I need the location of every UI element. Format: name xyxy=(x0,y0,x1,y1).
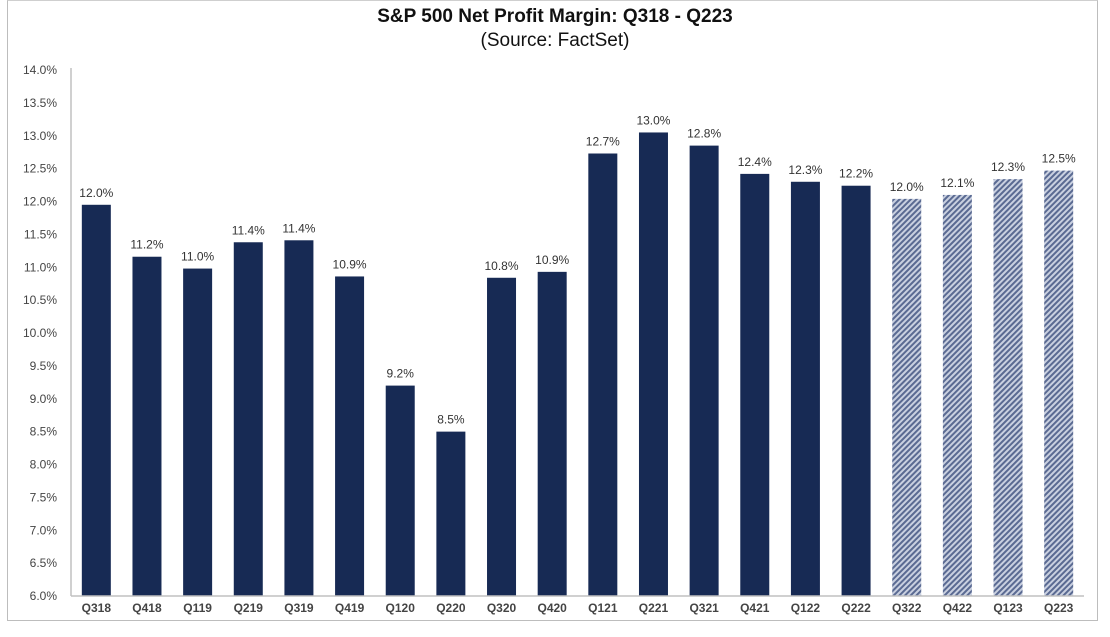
data-label: 12.3% xyxy=(788,163,822,177)
x-tick-label: Q418 xyxy=(132,601,162,615)
y-tick-label: 8.0% xyxy=(30,458,58,472)
bar-estimate xyxy=(892,198,922,596)
x-tick-label: Q321 xyxy=(689,601,719,615)
bar-estimate xyxy=(993,179,1023,596)
x-tick-label: Q421 xyxy=(740,601,770,615)
y-tick-label: 11.0% xyxy=(24,260,57,274)
chart-subtitle: (Source: FactSet) xyxy=(480,30,630,51)
x-tick-label: Q119 xyxy=(183,601,212,615)
data-label: 12.8% xyxy=(687,127,721,141)
x-tick-label: Q322 xyxy=(892,601,922,615)
y-tick-label: 10.5% xyxy=(23,293,57,307)
x-tick-label: Q123 xyxy=(993,601,1023,615)
x-tick-label: Q319 xyxy=(284,601,314,615)
bar xyxy=(638,132,668,596)
x-tick-label: Q219 xyxy=(234,601,264,615)
x-tick-label: Q222 xyxy=(841,601,871,615)
data-label: 11.0% xyxy=(181,250,214,264)
bar xyxy=(436,431,466,596)
data-label: 12.5% xyxy=(1042,152,1076,166)
y-tick-label: 8.5% xyxy=(30,425,58,439)
data-label: 11.4% xyxy=(232,223,265,237)
bar xyxy=(487,277,517,596)
x-tick-label: Q122 xyxy=(791,601,821,615)
bar xyxy=(689,145,719,597)
y-tick-label: 10.0% xyxy=(23,326,57,340)
bar xyxy=(81,204,111,596)
y-tick-label: 7.0% xyxy=(30,523,58,537)
data-label: 13.0% xyxy=(636,113,670,127)
bar xyxy=(183,268,213,596)
bar xyxy=(588,153,618,596)
data-label: 12.0% xyxy=(79,186,113,200)
bar-estimate xyxy=(1044,170,1074,596)
x-tick-label: Q320 xyxy=(487,601,517,615)
x-tick-label: Q221 xyxy=(639,601,669,615)
y-tick-label: 11.5% xyxy=(24,227,57,241)
bar xyxy=(335,276,365,596)
bars: 12.0% 11.2% 11.0% 11.4% 11.4% 10.9% 9.2% 8.5% 10… xyxy=(79,113,1076,597)
data-label: 12.7% xyxy=(586,135,620,149)
y-tick-label: 7.5% xyxy=(30,490,58,504)
bar xyxy=(385,385,415,596)
bar xyxy=(284,240,314,597)
data-label: 12.2% xyxy=(839,167,873,181)
y-tick-label: 12.5% xyxy=(23,162,57,176)
data-label: 12.4% xyxy=(738,155,772,169)
x-tick-label: Q318 xyxy=(82,601,112,615)
bar xyxy=(790,181,820,596)
y-axis: 6.0% 6.5% 7.0% 7.5% 8.0% 8.5% 9.0% 9.5% 10.0% 10.… xyxy=(23,63,72,603)
bar xyxy=(132,256,162,596)
y-tick-label: 9.0% xyxy=(30,392,58,406)
y-tick-label: 6.5% xyxy=(30,556,58,570)
x-tick-label: Q120 xyxy=(386,601,416,615)
data-label: 12.0% xyxy=(890,180,924,194)
y-tick-label: 13.0% xyxy=(23,129,57,143)
x-axis: Q318 Q418 Q119 Q219 Q319 Q419 Q120 Q220 Q320 Q420… xyxy=(71,595,1084,615)
data-label: 10.9% xyxy=(535,253,569,267)
x-tick-label: Q422 xyxy=(943,601,973,615)
x-tick-label: Q223 xyxy=(1044,601,1074,615)
chart-title: S&P 500 Net Profit Margin: Q318 - Q223 xyxy=(377,6,733,27)
y-tick-label: 12.0% xyxy=(23,195,57,209)
bar-estimate xyxy=(942,194,972,597)
y-tick-label: 14.0% xyxy=(23,63,57,77)
x-tick-label: Q419 xyxy=(335,601,365,615)
y-tick-label: 6.0% xyxy=(30,589,58,603)
bar xyxy=(233,242,263,596)
x-tick-label: Q420 xyxy=(537,601,567,615)
x-tick-label: Q220 xyxy=(436,601,466,615)
bar xyxy=(537,271,567,596)
data-label: 8.5% xyxy=(437,413,465,427)
bar xyxy=(841,185,871,596)
data-label: 9.2% xyxy=(387,367,415,381)
y-tick-label: 9.5% xyxy=(30,359,58,373)
data-label: 12.1% xyxy=(940,176,974,190)
y-tick-label: 13.5% xyxy=(23,96,57,110)
data-label: 10.9% xyxy=(333,257,367,271)
x-tick-label: Q121 xyxy=(588,601,618,615)
data-label: 10.8% xyxy=(485,259,519,273)
data-label: 11.2% xyxy=(130,238,163,252)
data-label: 11.4% xyxy=(282,221,315,235)
data-label: 12.3% xyxy=(991,160,1025,174)
bar xyxy=(740,173,770,596)
